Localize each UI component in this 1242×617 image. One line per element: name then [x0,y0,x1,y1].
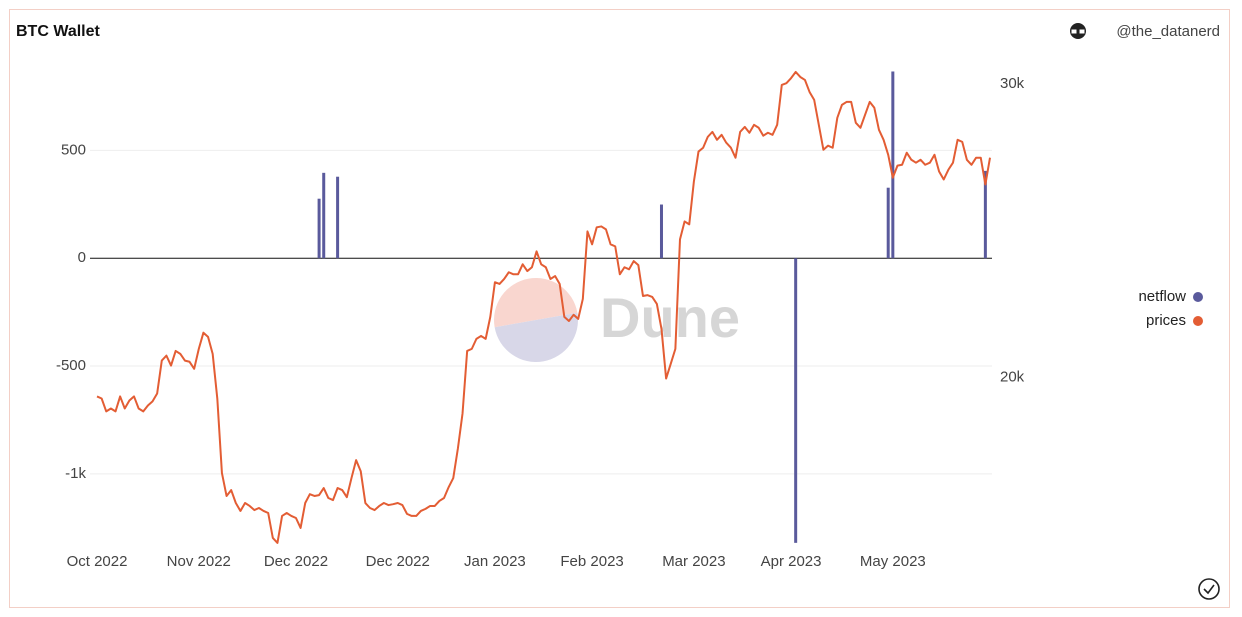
check-icon[interactable] [1198,578,1220,600]
x-tick-label: Jan 2023 [464,553,526,570]
author-icon [1070,23,1086,39]
bar [891,71,895,259]
chart-title: BTC Wallet [16,23,101,40]
x-tick-label: Dec 2022 [264,553,328,570]
watermark: Dune [600,286,740,349]
y-tick-label: -1k [65,465,86,482]
y-tick-label: 500 [61,141,86,158]
bar [794,258,798,543]
x-tick-label: May 2023 [860,553,926,570]
legend-swatch [1193,292,1203,302]
legend-label: prices [1146,312,1186,329]
x-tick-label: Nov 2022 [167,553,231,570]
watermark-logo [494,278,578,362]
legend-swatch [1193,316,1203,326]
price-line [96,70,991,544]
x-tick-label: Mar 2023 [662,553,725,570]
bar [322,172,326,259]
x-tick-label: Feb 2023 [560,553,623,570]
y2-tick-label: 30k [1000,75,1025,92]
legend-label: netflow [1138,288,1186,305]
y-tick-label: -500 [56,357,86,374]
x-tick-label: Oct 2022 [67,553,128,570]
frame [9,9,1230,608]
bar [317,198,321,259]
x-tick-label: Dec 2022 [366,553,430,570]
author: @the_datanerd [1116,23,1220,40]
bar [983,170,987,259]
bar [336,176,340,259]
bar [886,187,890,259]
bar [659,204,663,259]
y2-tick-label: 20k [1000,369,1025,386]
x-tick-label: Apr 2023 [761,553,822,570]
y-tick-label: 0 [78,249,86,266]
